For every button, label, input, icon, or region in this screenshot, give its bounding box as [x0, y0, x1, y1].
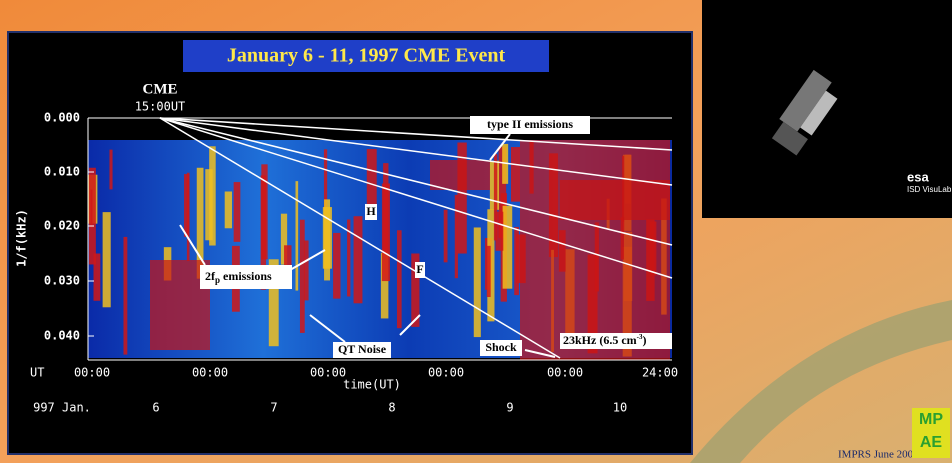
x-axis-start: UT	[30, 366, 44, 380]
date-label: 10	[613, 401, 627, 415]
spectrogram-patch	[487, 246, 491, 297]
annotation: F	[416, 262, 423, 276]
spectrogram-patch	[123, 237, 127, 355]
ann-end: )	[643, 333, 647, 347]
spectrogram-patch	[109, 150, 112, 190]
date-label: 9	[506, 401, 513, 415]
cme-time: 15:00UT	[135, 100, 186, 114]
spectrogram-patch	[503, 206, 513, 289]
date-label: 8	[388, 401, 395, 415]
x-tick-label: 00:00	[547, 366, 583, 380]
cme-label: CME	[143, 81, 178, 97]
spectrogram-patch	[495, 212, 503, 251]
spectrogram-patch	[324, 199, 330, 280]
y-tick-label: 0.000	[44, 111, 80, 125]
esa-credit: ISD VisuLab	[907, 185, 952, 194]
x-tick-label: 24:00	[642, 366, 678, 380]
y-axis-label: 1/f(kHz)	[15, 209, 29, 267]
spectrogram-patch	[520, 140, 670, 360]
ann-rest: emissions	[220, 269, 272, 283]
spectrogram-patch	[296, 181, 299, 290]
y-tick-label: 0.010	[44, 165, 80, 179]
spectrogram-patch	[90, 190, 92, 228]
spectrogram-patch	[205, 169, 212, 240]
esa-brand: esa	[907, 169, 929, 184]
annotation: 23kHz (6.5 cm-3)	[563, 333, 647, 347]
spectrogram-patch	[457, 143, 466, 254]
spectrogram-patch	[225, 192, 232, 229]
spectrogram-patch	[430, 160, 490, 190]
spectrogram-patch	[234, 182, 241, 242]
y-tick-label: 0.030	[44, 274, 80, 288]
annotation: Shock	[485, 340, 517, 354]
x-axis-label: time(UT)	[343, 378, 401, 392]
spectrogram-patch	[560, 180, 670, 220]
annotation: H	[366, 204, 376, 218]
x-tick-label: 00:00	[192, 366, 228, 380]
annotation: QT Noise	[338, 342, 387, 356]
spectrogram-patch	[103, 212, 111, 307]
spectrogram-patch	[474, 227, 481, 337]
spectrogram-patch	[187, 173, 190, 261]
spectrogram-patch	[354, 216, 363, 303]
spectrogram-patch	[300, 220, 305, 333]
date-label: 6	[152, 401, 159, 415]
date-label: 7	[270, 401, 277, 415]
spectrogram-patch	[382, 183, 390, 281]
footer: IMPRS June 2003	[838, 449, 919, 461]
spectrogram-patch	[333, 233, 340, 299]
spectrogram-patch	[397, 230, 402, 328]
y-tick-label: 0.020	[44, 219, 80, 233]
x-tick-label: 00:00	[428, 366, 464, 380]
y-tick-label: 0.040	[44, 329, 80, 343]
date-label: 997 Jan.	[33, 401, 91, 415]
spectrogram-patch	[511, 147, 520, 202]
spectrogram-patch	[94, 253, 101, 300]
x-tick-label: 00:00	[74, 366, 110, 380]
page: January 6 - 11, 1997 CME Event CME 15:00…	[0, 0, 952, 463]
logo-text: MP	[919, 411, 943, 428]
annotation: type II emissions	[487, 117, 573, 131]
slide: January 6 - 11, 1997 CME Event CME 15:00…	[0, 0, 952, 463]
spectrogram-patch	[444, 210, 448, 263]
logo-text: AE	[920, 434, 943, 451]
x-tick-label: 00:00	[310, 366, 346, 380]
title: January 6 - 11, 1997 CME Event	[227, 45, 506, 67]
ann-main: 23kHz (6.5 cm	[563, 333, 637, 347]
